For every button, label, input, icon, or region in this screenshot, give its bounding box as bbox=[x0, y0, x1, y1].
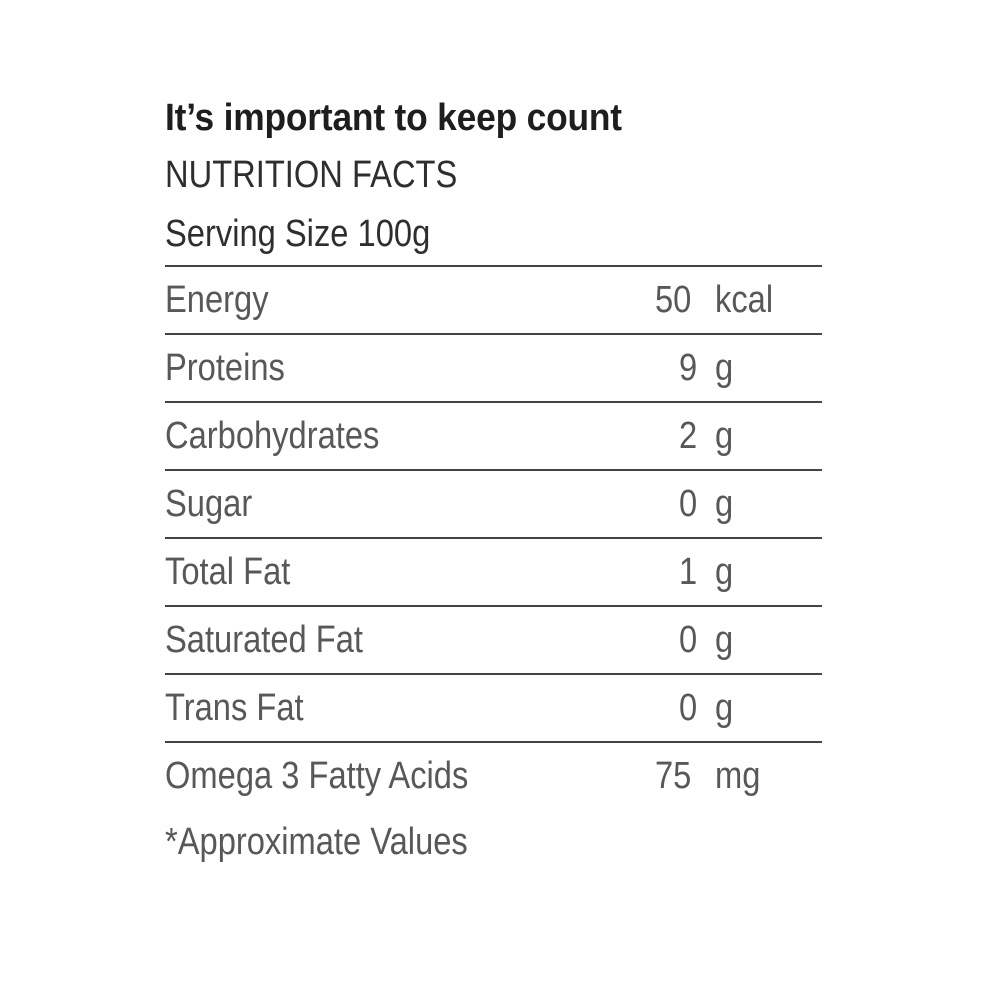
nutrient-row-sugar: Sugar 0 g bbox=[165, 471, 822, 539]
nutrient-row-energy: Energy 50 kcal bbox=[165, 267, 822, 335]
nutrient-unit: g bbox=[715, 415, 734, 457]
nutrient-unit: g bbox=[715, 347, 734, 389]
nutrient-unit: g bbox=[715, 687, 734, 729]
nutrient-name: Saturated Fat bbox=[165, 619, 364, 661]
footnote: *Approximate Values bbox=[165, 821, 468, 863]
nutrient-name: Energy bbox=[165, 279, 269, 321]
top-divider bbox=[165, 265, 822, 267]
nutrient-amount: 75 bbox=[655, 755, 692, 797]
nutrient-row-omega-3: Omega 3 Fatty Acids 75 mg bbox=[165, 743, 822, 809]
nutrient-list: Energy 50 kcal Proteins 9 g Carbohydrate… bbox=[165, 267, 822, 809]
nutrient-row-proteins: Proteins 9 g bbox=[165, 335, 822, 403]
nutrient-row-carbohydrates: Carbohydrates 2 g bbox=[165, 403, 822, 471]
nutrient-row-total-fat: Total Fat 1 g bbox=[165, 539, 822, 607]
nutrient-name: Trans Fat bbox=[165, 687, 304, 729]
nutrient-name: Proteins bbox=[165, 347, 285, 389]
nutrient-unit: g bbox=[715, 619, 734, 661]
nutrient-unit: g bbox=[715, 551, 734, 593]
nutrient-name: Omega 3 Fatty Acids bbox=[165, 755, 469, 797]
nutrient-amount: 2 bbox=[679, 415, 698, 457]
nutrient-unit: g bbox=[715, 483, 734, 525]
nutrition-facts-title: NUTRITION FACTS bbox=[165, 154, 458, 196]
nutrient-amount: 9 bbox=[679, 347, 698, 389]
nutrient-amount: 0 bbox=[679, 483, 698, 525]
headline: It’s important to keep count bbox=[165, 97, 622, 139]
nutrient-amount: 1 bbox=[679, 551, 698, 593]
nutrient-amount: 0 bbox=[679, 619, 698, 661]
nutrient-name: Carbohydrates bbox=[165, 415, 380, 457]
nutrient-amount: 50 bbox=[655, 279, 692, 321]
serving-size: Serving Size 100g bbox=[165, 213, 431, 255]
nutrition-panel: It’s important to keep count NUTRITION F… bbox=[165, 95, 822, 875]
nutrient-row-trans-fat: Trans Fat 0 g bbox=[165, 675, 822, 743]
nutrient-unit: mg bbox=[715, 755, 761, 797]
nutrient-name: Sugar bbox=[165, 483, 253, 525]
nutrient-unit: kcal bbox=[715, 279, 774, 321]
nutrient-name: Total Fat bbox=[165, 551, 291, 593]
nutrient-row-saturated-fat: Saturated Fat 0 g bbox=[165, 607, 822, 675]
nutrient-amount: 0 bbox=[679, 687, 698, 729]
